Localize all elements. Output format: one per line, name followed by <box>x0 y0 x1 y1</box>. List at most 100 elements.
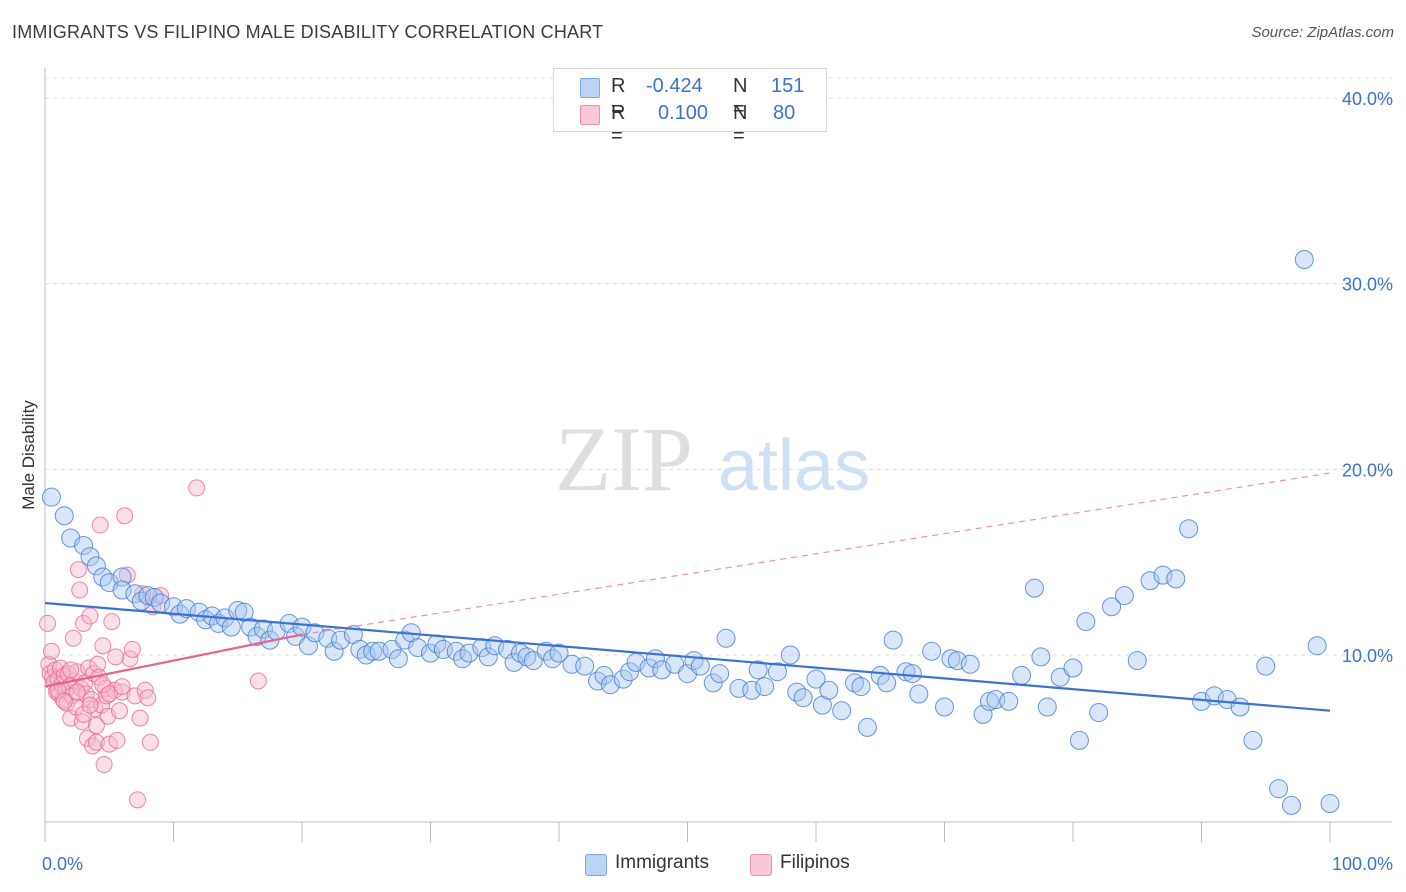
immigrants-point <box>870 665 890 685</box>
filipinos-point <box>141 733 159 751</box>
filipinos-point <box>116 507 134 525</box>
immigrants-point <box>575 656 595 676</box>
immigrants-point <box>292 617 312 637</box>
watermark-atlas: atlas <box>718 426 870 506</box>
immigrants-point <box>1069 730 1089 750</box>
legend-r-value: -0.424 <box>646 75 703 97</box>
filipinos-point <box>249 672 267 690</box>
y-axis-label: Male Disability <box>19 400 38 510</box>
immigrants-point <box>947 651 967 671</box>
immigrants-point <box>517 647 537 667</box>
axes <box>44 68 1392 842</box>
legend-n-label: N = <box>733 102 748 147</box>
legend-label-immigrants: Immigrants <box>615 852 709 873</box>
immigrants-point <box>1076 612 1096 632</box>
immigrants-point <box>41 487 61 507</box>
filipinos-point <box>139 689 157 707</box>
immigrants-point <box>832 701 852 721</box>
immigrants-point <box>600 675 620 695</box>
filipinos-point <box>100 735 118 753</box>
filipinos-point <box>68 683 86 701</box>
immigrants-point <box>478 647 498 667</box>
immigrants-point <box>459 643 479 663</box>
immigrants-point <box>748 660 768 680</box>
immigrants-point <box>1243 730 1263 750</box>
filipinos-point <box>71 581 89 599</box>
immigrants-point <box>1269 779 1289 799</box>
immigrants-point <box>1256 656 1276 676</box>
legend-n-label: N = <box>733 75 748 120</box>
chart-title: IMMIGRANTS VS FILIPINO MALE DISABILITY C… <box>12 22 604 42</box>
filipinos-point <box>129 791 147 809</box>
y-tick-label: 40.0% <box>1342 89 1393 109</box>
legend-r-label: R = <box>611 75 626 120</box>
immigrants-point <box>1114 586 1134 606</box>
immigrants-point <box>620 662 640 682</box>
filipinos-point <box>188 479 206 497</box>
legend-r-value: 0.100 <box>658 102 709 124</box>
grid-lines <box>45 77 1392 656</box>
legend-swatch-immigrants <box>585 854 607 876</box>
immigrants-point <box>331 630 351 650</box>
immigrants-point <box>1102 597 1122 617</box>
filipinos-point <box>39 614 57 632</box>
source-label: Source: ZipAtlas.com <box>1251 24 1394 41</box>
legend-swatch-filipinos <box>580 105 600 125</box>
tick-labels: 10.0% 20.0% 30.0% 40.0% 0.0% 100.0% <box>42 89 1393 874</box>
watermark-zip: ZIP <box>555 408 693 510</box>
filipinos-point <box>100 685 118 703</box>
filipinos-point <box>126 687 144 705</box>
filipinos-point <box>123 640 141 658</box>
immigrants-point <box>922 641 942 661</box>
immigrants-point <box>845 673 865 693</box>
legend-n-value: 151 <box>771 75 805 97</box>
filipinos-point <box>81 607 99 625</box>
immigrants-point <box>1012 665 1032 685</box>
immigrants-point <box>1307 636 1327 656</box>
legend-r-label: R = <box>611 102 626 147</box>
immigrants-point <box>1153 565 1173 585</box>
filipinos-point <box>113 678 131 696</box>
immigrants-point <box>613 669 633 689</box>
immigrants-point <box>703 673 723 693</box>
immigrants-point <box>504 652 524 672</box>
filipinos-point <box>81 696 99 714</box>
filipinos-point <box>94 676 112 694</box>
immigrants-point <box>1166 569 1186 589</box>
immigrants-point <box>755 677 775 697</box>
immigrants-point <box>877 673 897 693</box>
immigrants-point <box>1140 571 1160 591</box>
immigrants-point <box>1050 667 1070 687</box>
immigrants-point <box>742 680 762 700</box>
x-tick-label-max: 100.0% <box>1332 854 1393 874</box>
filipinos-point <box>103 613 121 631</box>
trend-lines <box>44 472 1331 712</box>
filipinos-point <box>94 637 112 655</box>
filipinos-point <box>95 756 113 774</box>
immigrants-point <box>793 688 813 708</box>
immigrants-point <box>1063 658 1083 678</box>
immigrants-point <box>408 638 428 658</box>
immigrants-point <box>388 649 408 669</box>
immigrants-point <box>86 556 106 576</box>
filipinos-point <box>87 717 105 735</box>
immigrants-point <box>1281 795 1301 815</box>
immigrants-point <box>819 680 839 700</box>
series-filipinos <box>39 479 267 809</box>
immigrants-point <box>806 669 826 689</box>
immigrants-point <box>716 628 736 648</box>
immigrants-point <box>1089 703 1109 723</box>
immigrants-point <box>221 617 241 637</box>
watermark: ZIP atlas <box>555 408 870 510</box>
immigrants-point <box>851 677 871 697</box>
immigrants-point <box>356 645 376 665</box>
immigrants-point <box>902 664 922 684</box>
immigrants-point <box>54 506 74 526</box>
immigrants-point <box>1294 250 1314 270</box>
immigrants-point <box>421 643 440 663</box>
filipinos-point <box>108 731 126 749</box>
filipinos-point <box>55 692 73 710</box>
y-tick-label: 20.0% <box>1342 460 1393 480</box>
correlation-legend: R = -0.424 N = 151 R = 0.100 N = 80 <box>553 68 827 147</box>
